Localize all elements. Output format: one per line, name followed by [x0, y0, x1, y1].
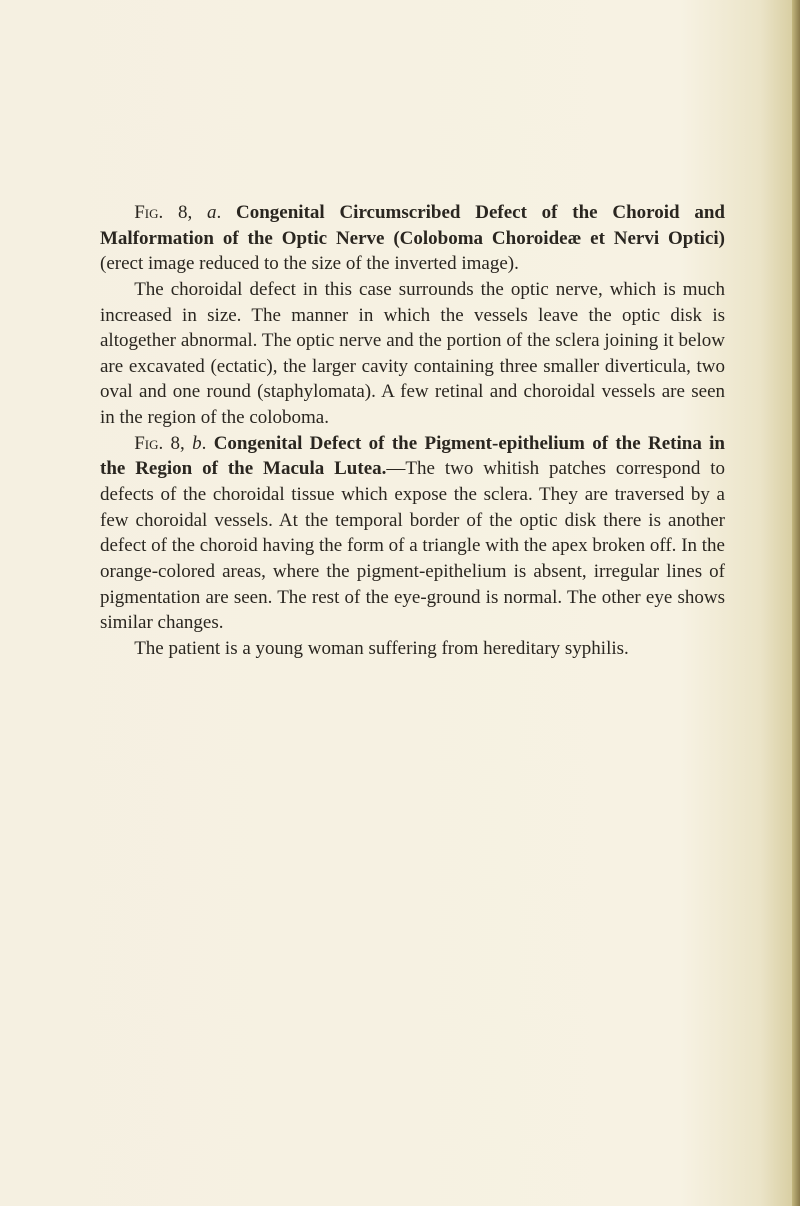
paragraph-1: Fig. 8, a. Congenital Circumscribed Defe… [100, 200, 725, 277]
fig-italic-1: a [207, 202, 217, 223]
fig-italic-3: b [192, 433, 202, 454]
body-2: The choroidal defect in this case surrou… [100, 279, 725, 428]
fig-label-3: Fig. 8, [134, 433, 192, 454]
paragraph-4: The patient is a young woman suffering f… [100, 636, 725, 662]
fig-punct-1: . [217, 202, 237, 223]
body-3: —The two whitish patches correspond to d… [100, 458, 725, 633]
body-1: (erect image reduced to the size of the … [100, 253, 519, 274]
paragraph-2: The choroidal defect in this case surrou… [100, 277, 725, 431]
fig-punct-3: . [202, 433, 214, 454]
body-4: The patient is a young woman suffering f… [134, 638, 629, 659]
document-content: Fig. 8, a. Congenital Circumscribed Defe… [100, 200, 725, 662]
document-page: Fig. 8, a. Congenital Circumscribed Defe… [0, 0, 800, 1206]
fig-label-1: Fig. 8, [134, 202, 207, 223]
paragraph-3: Fig. 8, b. Congenital Defect of the Pigm… [100, 431, 725, 636]
